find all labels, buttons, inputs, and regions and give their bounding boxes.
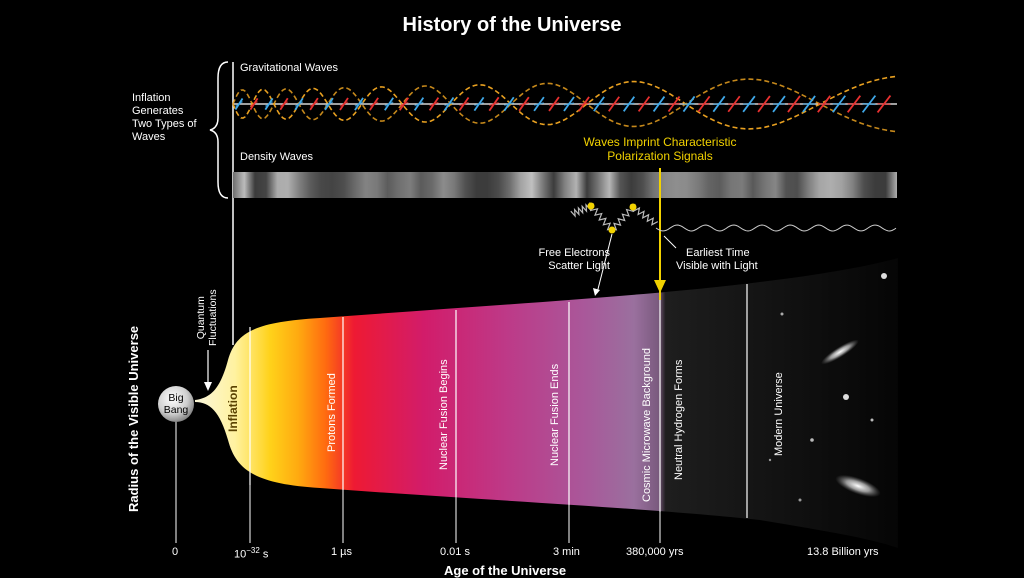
inflation-bracket [210, 62, 228, 198]
era-nuclear-fusion-ends: Nuclear Fusion Ends [549, 364, 561, 466]
inflation-note: Inflation Generates Two Types of Waves [132, 92, 197, 144]
era-nuclear-fusion-begins: Nuclear Fusion Begins [438, 359, 450, 470]
diagram-title: History of the Universe [0, 14, 1024, 37]
polarization-arrow [654, 280, 666, 293]
era-neutral-hydrogen-forms: Neutral Hydrogen Forms [673, 360, 685, 480]
tick-380000yrs: 380,000 yrs [626, 546, 683, 558]
density-waves-label: Density Waves [240, 151, 313, 164]
gravitational-waves-label: Gravitational Waves [240, 62, 338, 75]
era-protons-formed: Protons Formed [326, 373, 338, 452]
tick-0-01s: 0.01 s [440, 546, 470, 558]
universe-funnel [195, 258, 898, 548]
era-cosmic-microwave-background: Cosmic Microwave Background [641, 348, 653, 502]
polarization-label: Waves Imprint Characteristic Polarizatio… [540, 135, 780, 163]
tick-13-8-billion-yrs: 13.8 Billion yrs [807, 546, 879, 558]
tick-3min: 3 min [553, 546, 580, 558]
quantum-fluctuations-label: Quantum Fluctuations [195, 289, 219, 346]
x-axis-label: Age of the Universe [444, 564, 566, 577]
era-inflation: Inflation [226, 385, 240, 432]
gravitational-waves-graphic [233, 76, 897, 131]
tick-1e-32s: 10−32 s [234, 546, 268, 561]
big-bang-label: Big Bang [160, 392, 192, 416]
scatter-light-graphic [571, 203, 896, 234]
y-axis-label: Radius of the Visible Universe [126, 326, 141, 512]
earliest-time-label: Earliest Time Visible with Light [676, 247, 758, 273]
density-waves-band [233, 172, 897, 198]
tick-0: 0 [172, 546, 178, 558]
free-electrons-label: Free Electrons Scatter Light [500, 247, 610, 273]
era-modern-universe: Modern Universe [773, 372, 785, 456]
tick-1us: 1 µs [331, 546, 352, 558]
